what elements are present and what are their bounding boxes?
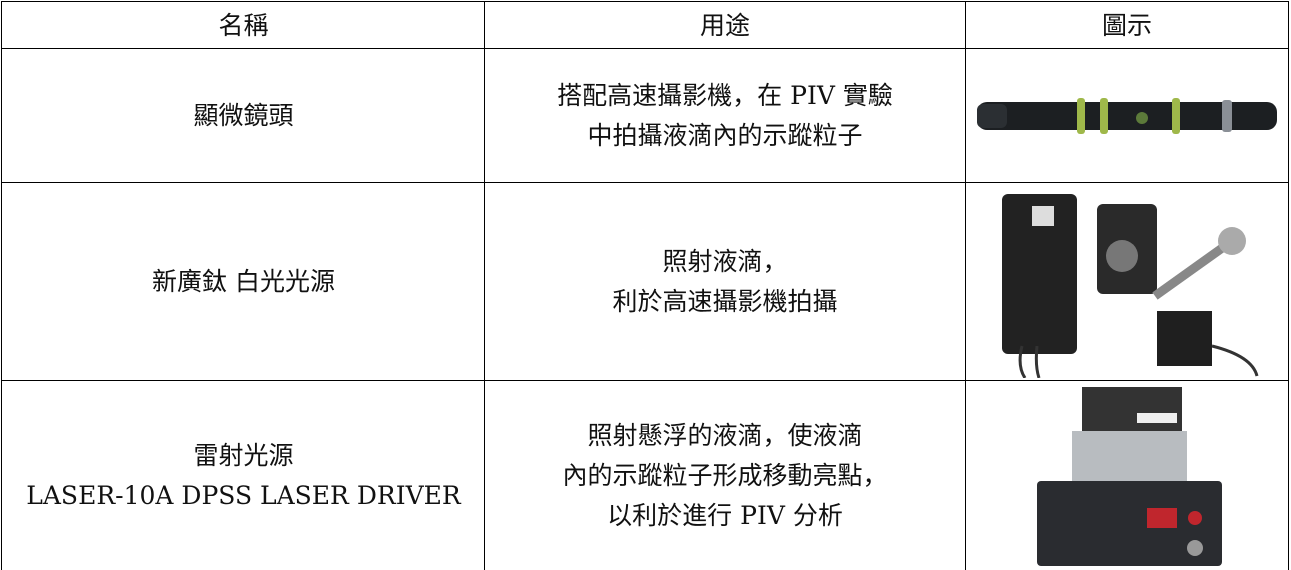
use-text: 內的示蹤粒子形成移動亮點， [562, 461, 888, 490]
image-cell [965, 380, 1289, 570]
use-text: 照射懸浮的液滴，使液滴 [587, 421, 863, 450]
lens-image [977, 97, 1277, 134]
header-text: 用途 [699, 10, 750, 40]
name-cell: 雷射光源 LASER-10A DPSS LASER DRIVER [1, 380, 485, 570]
image-cell [965, 48, 1289, 182]
name-text: 新廣鈦 白光光源 [152, 266, 335, 296]
use-text: 利於高速攝影機拍攝 [612, 286, 838, 316]
header-cell: 圖示 [965, 1, 1289, 49]
light-source-image [1002, 193, 1259, 378]
name-text: 雷射光源 [193, 441, 294, 470]
header-text: 名稱 [218, 10, 269, 40]
use-text: 中拍攝液滴內的示蹤粒子 [587, 120, 863, 150]
name-cell: 顯微鏡頭 [1, 48, 485, 182]
name-text: LASER-10A DPSS LASER DRIVER [26, 481, 461, 510]
use-text: 搭配高速攝影機，在 PIV 實驗 [557, 80, 893, 110]
use-text: 照射液滴， [662, 246, 788, 276]
use-cell: 照射懸浮的液滴，使液滴 內的示蹤粒子形成移動亮點， 以利於進行 PIV 分析 [484, 380, 965, 570]
image-cell [965, 182, 1289, 380]
header-cell: 名稱 [1, 1, 485, 49]
use-cell: 搭配高速攝影機，在 PIV 實驗 中拍攝液滴內的示蹤粒子 [484, 48, 965, 182]
laser-image [1037, 387, 1222, 566]
header-text: 圖示 [1101, 10, 1152, 40]
header-cell: 用途 [484, 1, 965, 49]
name-text: 顯微鏡頭 [193, 100, 294, 130]
name-cell: 新廣鈦 白光光源 [1, 182, 485, 380]
use-cell: 照射液滴， 利於高速攝影機拍攝 [484, 182, 965, 380]
use-text: 以利於進行 PIV 分析 [607, 501, 843, 530]
